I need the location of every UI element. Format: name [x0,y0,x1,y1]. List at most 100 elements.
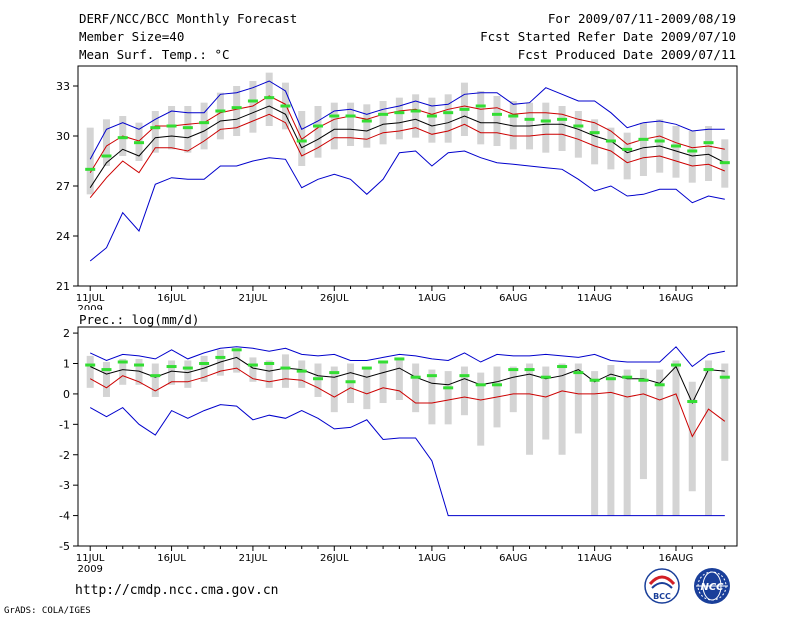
median-marker [215,355,226,359]
x-tick-label: 16AUG [659,553,694,564]
variable-temp-label: Mean Surf. Temp.: °C [79,47,230,62]
spread-box [477,372,485,446]
median-marker [719,161,730,165]
year-label: 2009 [77,304,102,310]
median-marker [264,362,275,365]
spread-box [509,366,517,413]
median-marker [540,119,551,123]
y-tick-label: 21 [56,280,70,293]
spread-box [86,127,94,195]
median-marker [182,126,193,130]
median-marker [150,374,161,378]
median-marker [394,111,405,115]
median-marker [491,383,502,387]
spread-box [428,97,436,143]
x-tick-label: 11JUL [76,293,105,304]
spread-box [184,360,192,388]
spread-box [623,369,631,516]
median-marker [459,107,470,111]
spread-box [656,369,664,516]
median-marker [670,363,681,367]
median-marker [654,139,665,143]
x-tick-label: 11AUG [577,553,612,564]
x-tick-label: 16JUL [157,553,186,564]
x-tick-label: 1AUG [418,553,446,564]
bcc-logo: BCC [644,568,680,604]
median-marker [605,377,616,381]
spread-box [314,106,322,158]
median-marker [638,137,649,141]
median-marker [166,124,177,128]
plot-background [78,327,737,546]
series-lower-line [89,367,726,438]
series-min-line [89,404,725,517]
spread-box [705,360,713,516]
median-marker [443,111,454,115]
spread-box [591,371,599,516]
median-marker [247,363,258,367]
median-marker [378,112,389,116]
spread-box [688,131,696,183]
spread-box [477,91,485,145]
spread-box [412,363,420,413]
median-marker [475,104,486,108]
spread-box [330,366,338,413]
forecast-period: For 2009/07/11-2009/08/19 [547,11,736,26]
median-marker [199,121,210,125]
x-tick-label: 26JUL [320,293,349,304]
spread-box [151,363,159,397]
median-marker [605,139,616,143]
spread-box [444,371,452,425]
spread-box [233,348,241,373]
spread-box [102,361,110,397]
median-marker [313,124,324,128]
median-marker [443,386,454,390]
spread-box [86,355,94,388]
x-tick-label: 26JUL [320,553,349,564]
temperature-chart: 21 24 27 30 33 11JUL 16JUL 21JUL 26JUL 1AUG 6AUG 11… [56,65,738,310]
grads-credit: GrADS: COLA/IGES [4,606,91,616]
spread-box [347,363,355,404]
median-marker [361,119,372,123]
x-tick-label: 6AUG [499,293,527,304]
source-url[interactable]: http://cmdp.ncc.cma.gov.cn [75,583,279,598]
median-marker [134,141,145,145]
spread-box [574,363,582,434]
median-marker [475,383,486,387]
median-marker [280,104,291,108]
spread-box [379,363,387,404]
spread-box [119,358,127,385]
spread-box [102,119,110,166]
spread-box [379,101,387,145]
plot-frame [77,326,738,547]
spread-box [509,101,517,150]
spread-box [444,94,452,143]
x-tick-label: 21JUL [239,553,268,564]
median-marker [557,117,568,121]
median-marker [231,348,242,352]
spread-box [542,102,550,153]
series-max-line [89,346,725,368]
median-marker [622,375,633,379]
x-tick-label: 6AUG [499,553,527,564]
median-marker [101,154,112,158]
series-mean-line [89,356,725,405]
series-upper-line [89,95,725,173]
spread-box [347,102,355,146]
y-tick-label: -3 [59,479,70,492]
median-marker [166,365,177,369]
y-tick-label: 27 [56,180,70,193]
refer-date: Fcst Started Refer Date 2009/07/10 [480,29,736,44]
median-marker [378,360,389,364]
y-tick-label: -5 [59,540,70,553]
spread-box [363,366,371,410]
spread-box [168,106,176,150]
spread-box [607,127,615,170]
chart-title: DERF/NCC/BCC Monthly Forecast [79,11,298,26]
median-marker [345,380,356,384]
series-min-line [89,150,725,262]
x-tick-label: 21JUL [239,293,268,304]
median-marker [573,124,584,128]
median-marker [134,363,145,367]
y-tick-label: 1 [63,358,70,371]
